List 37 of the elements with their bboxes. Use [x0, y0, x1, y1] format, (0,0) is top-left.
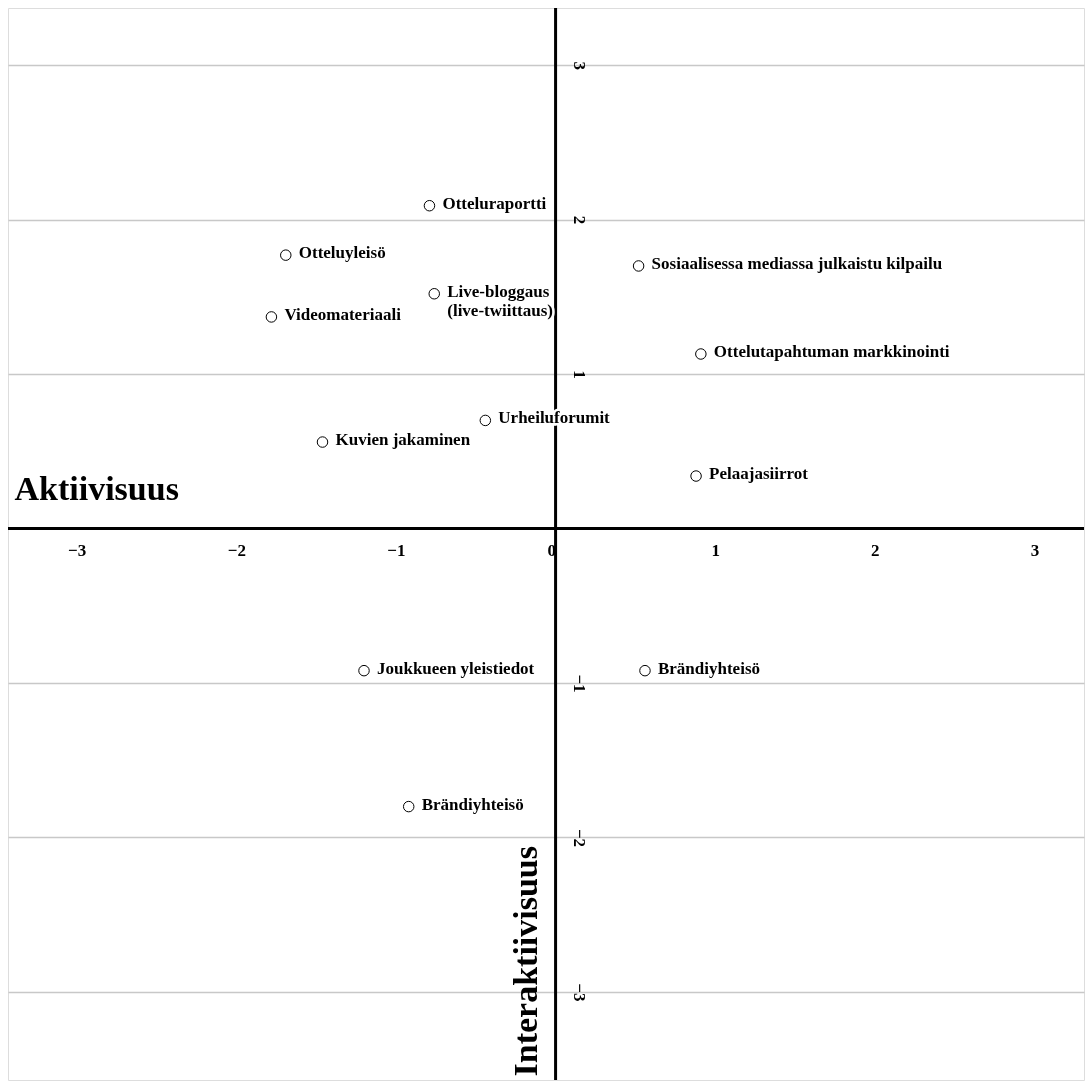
annotation: Ottelutapahtuman markkinointi: [713, 342, 950, 362]
point: [690, 470, 702, 482]
annotation: Videomateriaali: [284, 304, 402, 324]
y-tick-label: 1: [570, 370, 590, 379]
y-tick-label: −2: [570, 828, 590, 848]
point: [632, 260, 645, 272]
x-tick-label: 3: [1030, 541, 1040, 561]
annotation: Sosiaalisessa mediassa julkaistu kilpailu: [651, 253, 943, 273]
annotation: Brändiyhteisö: [421, 794, 524, 814]
annotation: Live-bloggaus (live-twiittaus): [447, 281, 554, 320]
annotation: Otteluraportti: [442, 193, 547, 213]
annotation: Kuvien jakaminen: [335, 430, 471, 450]
point: [402, 800, 415, 813]
y-tick-label: 3: [570, 61, 590, 70]
x-tick-label: 2: [871, 541, 880, 561]
annotation: Otteluyleisö: [298, 243, 386, 263]
x-axis-title: Aktiivisuus: [14, 470, 179, 508]
y-axis-title: Interaktiivisuus: [507, 846, 545, 1077]
x-tick-label: −2: [227, 541, 246, 561]
point: [695, 348, 707, 360]
point: [428, 288, 440, 300]
point: [423, 199, 436, 212]
annotation: Pelaajasiirrot: [709, 464, 809, 484]
point: [358, 664, 370, 677]
point: [265, 311, 278, 323]
point: [479, 414, 492, 427]
x-tick-label: 1: [711, 541, 720, 561]
annotation: Joukkueen yleistiedot: [377, 658, 535, 678]
point: [280, 249, 292, 261]
x-tick-label: −1: [387, 541, 406, 561]
y-tick-label: −1: [570, 674, 590, 693]
x-tick-label: −3: [68, 541, 87, 561]
point: [316, 436, 329, 448]
point: [639, 664, 651, 677]
y-tick-label: −3: [570, 983, 590, 1002]
annotation: Brändiyhteisö: [657, 658, 761, 678]
y-tick-label: 2: [570, 215, 590, 225]
